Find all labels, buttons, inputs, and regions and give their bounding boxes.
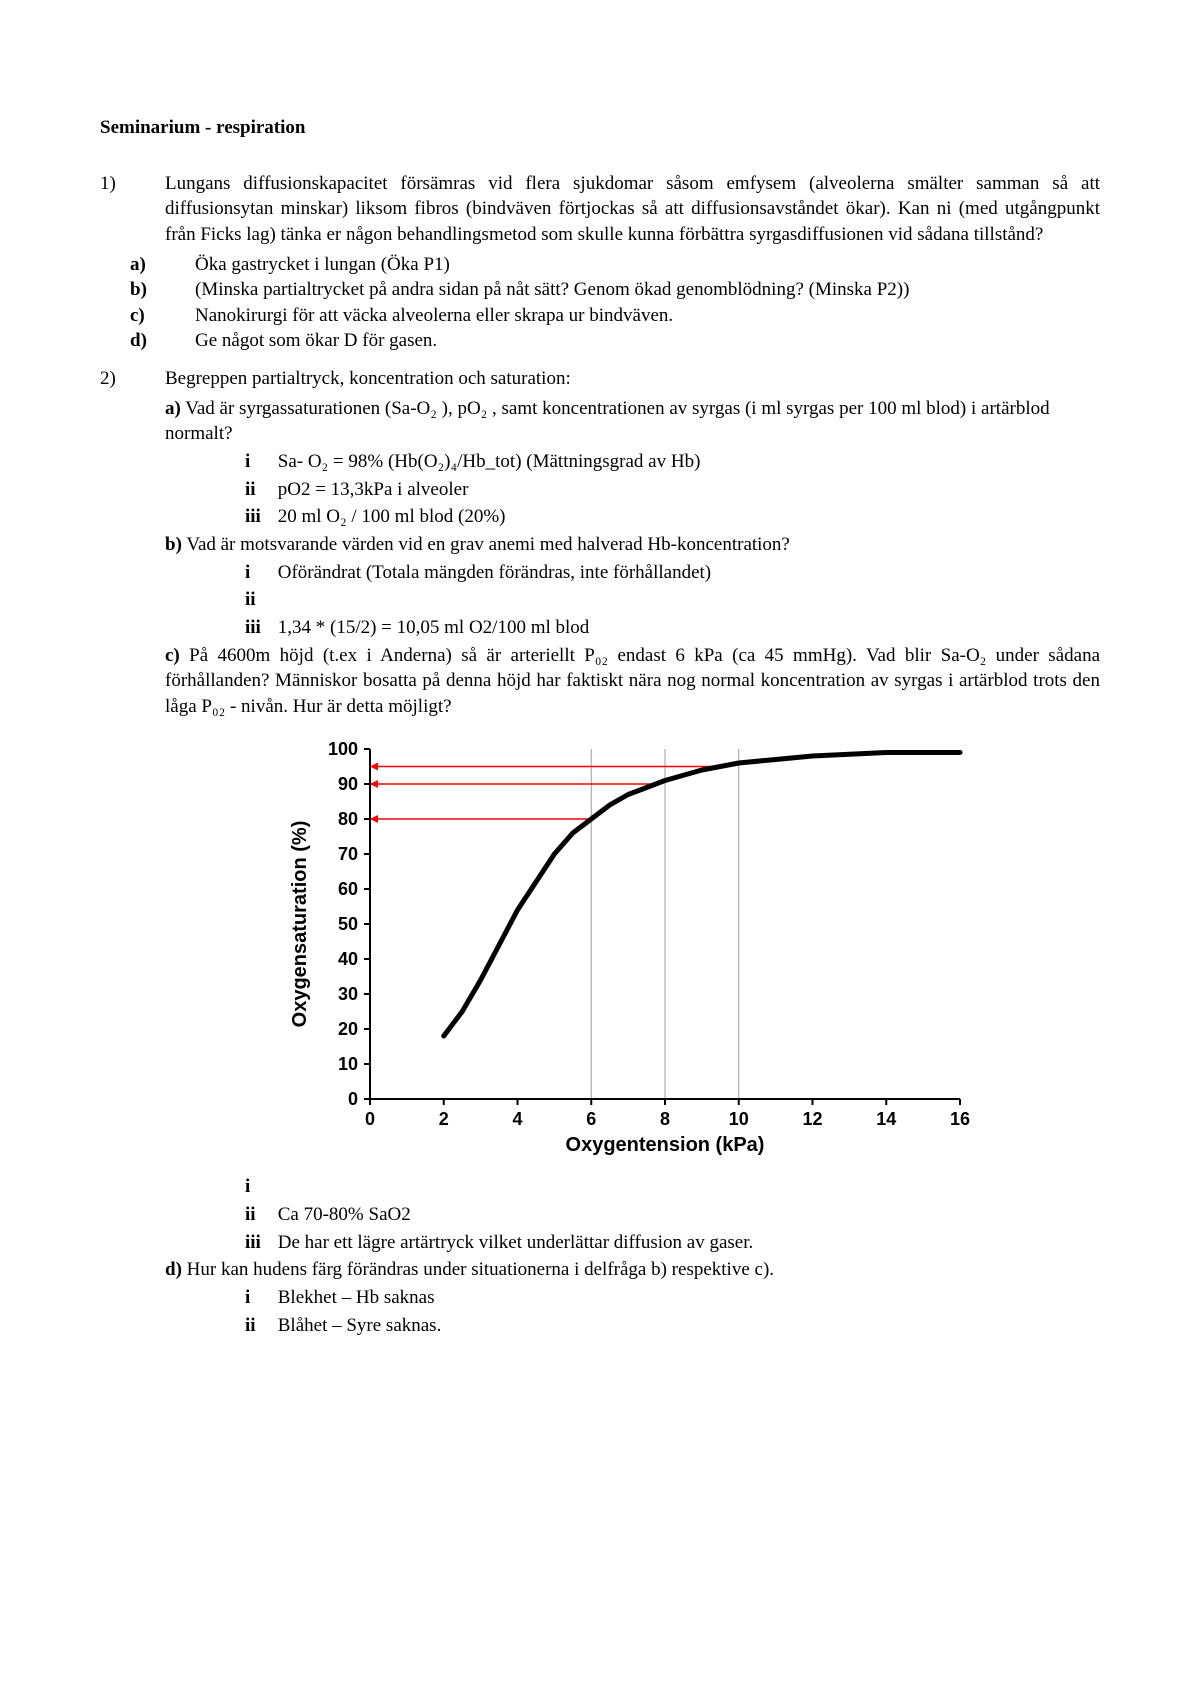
q2-d-ii: ii Blåhet – Syre saknas. — [245, 1313, 1100, 1339]
q1-b-row: b) (Minska partialtrycket på andra sidan… — [130, 277, 1100, 303]
svg-text:50: 50 — [338, 914, 358, 934]
q1-a-label: a) — [130, 252, 195, 278]
svg-text:8: 8 — [660, 1109, 670, 1129]
q1-b-label: b) — [130, 277, 195, 303]
q1-number: 1) — [100, 171, 165, 197]
svg-text:16: 16 — [950, 1109, 970, 1129]
q1-d-text: Ge något som ökar D för gasen. — [195, 328, 1100, 354]
question-1: 1) Lungans diffusionskapacitet försämras… — [100, 171, 1100, 248]
q2-a-iii: iii 20 ml O₂ / 100 ml blod (20%) — [245, 504, 1100, 530]
svg-text:14: 14 — [876, 1109, 896, 1129]
svg-text:20: 20 — [338, 1019, 358, 1039]
q1-c-row: c) Nanokirurgi för att väcka alveolerna … — [130, 303, 1100, 329]
q2-a-text: Vad är syrgassaturationen (Sa-O₂ ), pO₂ … — [165, 398, 1050, 445]
q1-b-text: (Minska partialtrycket på andra sidan på… — [195, 277, 1100, 303]
svg-text:10: 10 — [338, 1054, 358, 1074]
svg-text:30: 30 — [338, 984, 358, 1004]
q2-a-row: a) Vad är syrgassaturationen (Sa-O₂ ), p… — [165, 396, 1100, 447]
svg-text:100: 100 — [328, 739, 358, 759]
question-2: 2) Begreppen partialtryck, koncentration… — [100, 366, 1100, 392]
svg-text:2: 2 — [439, 1109, 449, 1129]
q1-a-text: Öka gastrycket i lungan (Öka P1) — [195, 252, 1100, 278]
page-title: Seminarium - respiration — [100, 115, 1100, 141]
oxygen-saturation-chart: 0 10 20 30 40 50 60 70 80 90 100 0 2 4 6 8 10 12 14 16 Oxyge… — [280, 729, 1100, 1169]
svg-text:80: 80 — [338, 809, 358, 829]
svg-text:6: 6 — [586, 1109, 596, 1129]
q2-c-iii: iii De har ett lägre artärtryck vilket u… — [245, 1230, 1100, 1256]
q1-a-row: a) Öka gastrycket i lungan (Öka P1) — [130, 252, 1100, 278]
svg-text:Oxygentension (kPa): Oxygentension (kPa) — [566, 1134, 765, 1156]
svg-text:90: 90 — [338, 774, 358, 794]
svg-text:10: 10 — [729, 1109, 749, 1129]
q2-c-ii: ii Ca 70-80% SaO2 — [245, 1202, 1100, 1228]
q2-b-text: Vad är motsvarande värden vid en grav an… — [186, 534, 790, 555]
q2-b-i: i Oförändrat (Totala mängden förändras, … — [245, 560, 1100, 586]
q1-d-label: d) — [130, 328, 195, 354]
q2-b-label: b) — [165, 534, 182, 555]
svg-text:0: 0 — [365, 1109, 375, 1129]
q2-c-label: c) — [165, 645, 180, 666]
q1-c-text: Nanokirurgi för att väcka alveolerna ell… — [195, 303, 1100, 329]
svg-text:Oxygensaturation (%): Oxygensaturation (%) — [289, 821, 311, 1028]
svg-text:4: 4 — [512, 1109, 522, 1129]
q2-c-i: i — [245, 1174, 1100, 1200]
q2-b-ii: ii — [245, 587, 1100, 613]
q2-intro: Begreppen partialtryck, koncentration oc… — [165, 366, 1100, 392]
q2-number: 2) — [100, 366, 165, 392]
q2-d-row: d) Hur kan hudens färg förändras under s… — [165, 1257, 1100, 1283]
q2-d-i: i Blekhet – Hb saknas — [245, 1285, 1100, 1311]
q2-a-i: i Sa- O₂ = 98% (Hb(O₂)₄/Hb_tot) (Mättnin… — [245, 449, 1100, 475]
svg-text:12: 12 — [802, 1109, 822, 1129]
q1-c-label: c) — [130, 303, 195, 329]
q2-c-row: c) På 4600m höjd (t.ex i Anderna) så är … — [165, 643, 1100, 720]
q2-d-label: d) — [165, 1259, 182, 1280]
svg-text:0: 0 — [348, 1089, 358, 1109]
q2-a-ii: ii pO2 = 13,3kPa i alveoler — [245, 477, 1100, 503]
q1-d-row: d) Ge något som ökar D för gasen. — [130, 328, 1100, 354]
q2-c-text: På 4600m höjd (t.ex i Anderna) så är art… — [165, 645, 1100, 717]
q2-a-label: a) — [165, 398, 181, 419]
svg-text:40: 40 — [338, 949, 358, 969]
svg-text:70: 70 — [338, 844, 358, 864]
svg-text:60: 60 — [338, 879, 358, 899]
q2-b-iii: iii 1,34 * (15/2) = 10,05 ml O2/100 ml b… — [245, 615, 1100, 641]
q2-b-row: b) Vad är motsvarande värden vid en grav… — [165, 532, 1100, 558]
q2-d-text: Hur kan hudens färg förändras under situ… — [187, 1259, 774, 1280]
q1-intro: Lungans diffusionskapacitet försämras vi… — [165, 171, 1100, 248]
